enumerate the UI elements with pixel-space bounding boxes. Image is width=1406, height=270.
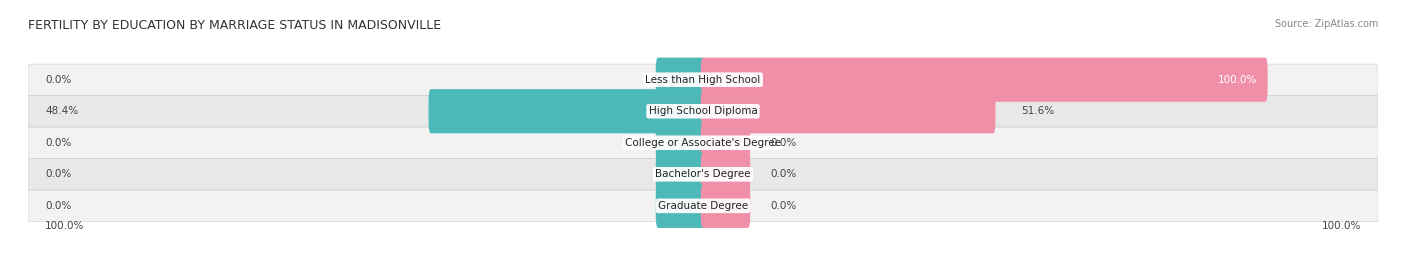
FancyBboxPatch shape — [700, 152, 751, 196]
Text: Bachelor's Degree: Bachelor's Degree — [655, 169, 751, 179]
Text: 100.0%: 100.0% — [1322, 221, 1361, 231]
Text: 0.0%: 0.0% — [45, 138, 72, 148]
FancyBboxPatch shape — [28, 190, 1378, 221]
FancyBboxPatch shape — [28, 127, 1378, 158]
Text: Source: ZipAtlas.com: Source: ZipAtlas.com — [1274, 19, 1378, 29]
FancyBboxPatch shape — [28, 96, 1378, 127]
Text: 0.0%: 0.0% — [45, 169, 72, 179]
FancyBboxPatch shape — [655, 121, 706, 165]
Text: 100.0%: 100.0% — [1218, 75, 1257, 85]
Text: Less than High School: Less than High School — [645, 75, 761, 85]
Text: High School Diploma: High School Diploma — [648, 106, 758, 116]
FancyBboxPatch shape — [28, 64, 1378, 95]
FancyBboxPatch shape — [655, 184, 706, 228]
FancyBboxPatch shape — [28, 159, 1378, 190]
Text: Graduate Degree: Graduate Degree — [658, 201, 748, 211]
FancyBboxPatch shape — [700, 184, 751, 228]
Text: 100.0%: 100.0% — [45, 221, 84, 231]
Text: 0.0%: 0.0% — [770, 138, 797, 148]
Text: 0.0%: 0.0% — [770, 201, 797, 211]
FancyBboxPatch shape — [429, 89, 706, 133]
FancyBboxPatch shape — [655, 152, 706, 196]
FancyBboxPatch shape — [700, 58, 1268, 102]
FancyBboxPatch shape — [655, 58, 706, 102]
FancyBboxPatch shape — [700, 89, 995, 133]
Text: 0.0%: 0.0% — [45, 201, 72, 211]
Text: 51.6%: 51.6% — [1021, 106, 1054, 116]
Text: 0.0%: 0.0% — [45, 75, 72, 85]
Text: 48.4%: 48.4% — [45, 106, 79, 116]
Text: FERTILITY BY EDUCATION BY MARRIAGE STATUS IN MADISONVILLE: FERTILITY BY EDUCATION BY MARRIAGE STATU… — [28, 19, 441, 32]
FancyBboxPatch shape — [700, 121, 751, 165]
Text: College or Associate's Degree: College or Associate's Degree — [626, 138, 780, 148]
Text: 0.0%: 0.0% — [770, 169, 797, 179]
